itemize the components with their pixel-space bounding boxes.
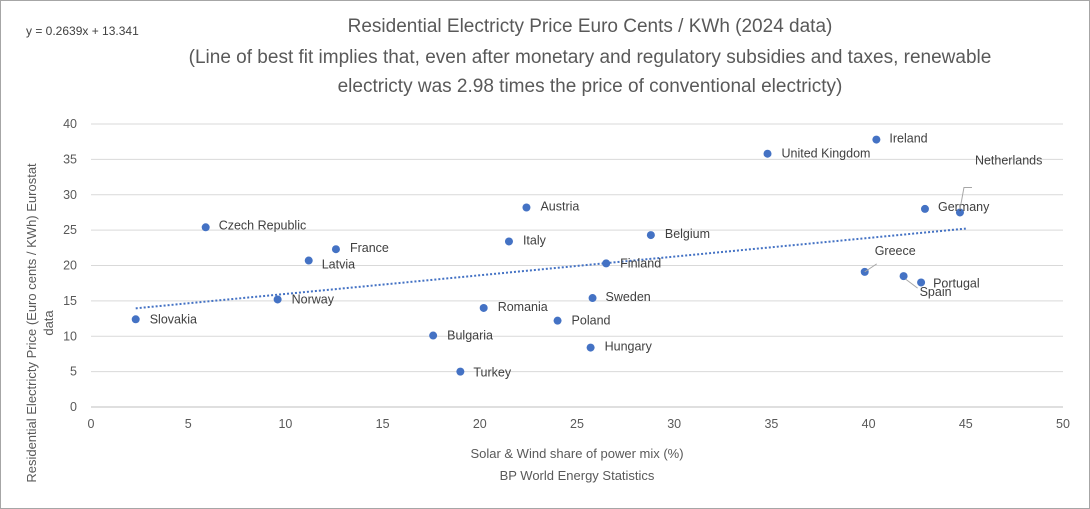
y-tick-label: 30	[63, 188, 77, 202]
chart-subtitle-line1: (Line of best fit implies that, even aft…	[188, 47, 992, 68]
chart-subtitle-line2: electricty was 2.98 times the price of c…	[337, 76, 843, 97]
data-point-france	[331, 245, 340, 254]
x-axis-title: Solar & Wind share of power mix (%)	[470, 446, 683, 461]
data-point-finland	[602, 259, 611, 268]
y-tick-label: 20	[63, 259, 77, 273]
data-label-netherlands: Netherlands	[975, 153, 1042, 167]
data-label-belgium: Belgium	[665, 227, 710, 241]
leader-line	[864, 263, 877, 273]
y-axis-title-line2: data	[41, 310, 56, 336]
data-label-norway: Norway	[292, 292, 335, 306]
data-point-netherlands	[955, 208, 964, 217]
data-point-spain	[899, 272, 908, 281]
data-point-portugal	[917, 278, 926, 287]
leader-line	[959, 186, 972, 210]
y-axis-title: Residential Electricty Price (Euro cents…	[24, 163, 39, 483]
data-label-czech-republic: Czech Republic	[219, 218, 307, 232]
leader-line	[905, 278, 918, 289]
y-tick-label: 15	[63, 294, 77, 308]
data-point-bulgaria	[429, 331, 438, 340]
x-axis-subtitle: BP World Energy Statistics	[500, 468, 655, 483]
data-label-italy: Italy	[523, 233, 547, 247]
data-label-ireland: Ireland	[889, 132, 927, 146]
data-point-italy	[504, 237, 513, 246]
data-label-austria: Austria	[540, 199, 579, 213]
data-point-slovakia	[131, 315, 140, 324]
x-tick-label: 35	[764, 417, 778, 431]
data-label-greece: Greece	[875, 244, 916, 258]
data-point-ireland	[872, 135, 881, 144]
trendline-group	[135, 227, 966, 310]
data-point-belgium	[646, 231, 655, 240]
x-tick-label: 10	[278, 417, 292, 431]
data-point-norway	[273, 295, 282, 304]
data-label-sweden: Sweden	[606, 290, 651, 304]
x-tick-label: 0	[88, 417, 95, 431]
trendline-equation: y = 0.2639x + 13.341	[26, 24, 139, 38]
y-tick-label: 35	[63, 152, 77, 166]
y-tick-label: 5	[70, 365, 77, 379]
data-point-sweden	[588, 294, 597, 303]
data-label-finland: Finland	[620, 256, 661, 270]
x-tick-label: 15	[376, 417, 390, 431]
y-tick-label: 10	[63, 329, 77, 343]
data-point-czech-republic	[201, 223, 210, 232]
data-label-bulgaria: Bulgaria	[447, 329, 493, 343]
data-point-romania	[479, 303, 488, 312]
x-tick-label: 50	[1056, 417, 1070, 431]
axes: 0 5 10 15 20 25 30 35 40 0 5 10 15 20 25 30 35 40 45 50	[63, 117, 1070, 431]
data-label-portugal: Portugal	[933, 276, 980, 290]
x-tick-label: 20	[473, 417, 487, 431]
data-label-spain: Spain	[920, 285, 952, 299]
data-point-latvia	[304, 256, 313, 265]
data-label-france: France	[350, 241, 389, 255]
data-labels: Slovakia Czech Republic Norway Latvia France…	[150, 132, 1043, 380]
trendline	[135, 227, 966, 310]
x-tick-label: 40	[862, 417, 876, 431]
data-label-turkey: Turkey	[473, 366, 511, 380]
y-tick-label: 25	[63, 223, 77, 237]
data-label-poland: Poland	[572, 314, 611, 328]
gridlines	[91, 123, 1063, 408]
data-label-united-kingdom: United Kingdom	[782, 147, 871, 161]
data-points	[131, 135, 964, 376]
data-point-poland	[553, 316, 562, 325]
data-point-hungary	[586, 343, 595, 352]
data-point-turkey	[456, 367, 465, 376]
data-label-romania: Romania	[498, 300, 548, 314]
data-point-austria	[522, 203, 531, 212]
chart-title: Residential Electricty Price Euro Cents …	[347, 16, 833, 37]
x-tick-label: 45	[959, 417, 973, 431]
x-tick-label: 25	[570, 417, 584, 431]
data-label-hungary: Hungary	[605, 340, 653, 354]
y-tick-label: 0	[70, 400, 77, 414]
data-label-germany: Germany	[938, 200, 990, 214]
data-point-germany	[920, 204, 929, 213]
x-tick-label: 30	[667, 417, 681, 431]
x-tick-label: 5	[185, 417, 192, 431]
y-tick-label: 40	[63, 117, 77, 131]
data-point-united-kingdom	[763, 149, 772, 158]
data-label-latvia: Latvia	[322, 258, 355, 272]
data-label-slovakia: Slovakia	[150, 312, 197, 326]
